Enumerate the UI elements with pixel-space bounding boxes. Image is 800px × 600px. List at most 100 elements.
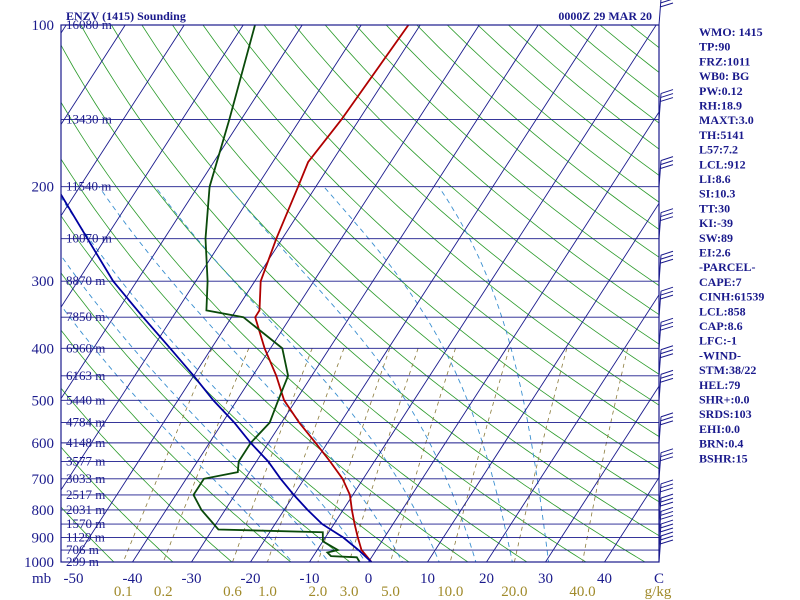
wind-barb-feather <box>660 531 674 537</box>
index-item: -PARCEL- <box>699 260 755 274</box>
wind-barb-feather <box>659 487 674 493</box>
dry-adiabat <box>61 329 292 562</box>
wind-barb-feather <box>660 506 674 512</box>
dry-adiabat <box>355 25 659 287</box>
wind-barb-feather <box>660 483 674 489</box>
temp-tick-label: -50 <box>64 571 84 587</box>
wind-barb <box>658 531 674 563</box>
wind-barb-feather <box>660 519 674 525</box>
wind-barb-feather <box>660 317 674 323</box>
mixing-ratio-label: 1.0 <box>258 584 277 600</box>
index-item: EI:2.6 <box>699 246 731 260</box>
isotherm <box>486 293 659 562</box>
dry-adiabat <box>141 25 659 503</box>
wind-barb <box>658 317 674 349</box>
mixing-ratio-label: 0.6 <box>223 584 242 600</box>
wind-barb-feather <box>660 493 674 499</box>
isotherm <box>368 111 659 562</box>
wind-barb-feather <box>660 254 674 260</box>
height-label: 3033 m <box>66 471 105 486</box>
wind-barb-feather <box>660 373 674 379</box>
index-item: LFC:-1 <box>699 334 737 348</box>
dry-adiabat <box>385 25 659 258</box>
index-item: FRZ:1011 <box>699 54 750 68</box>
dewpoint-line <box>192 25 361 562</box>
isotherm <box>73 25 421 562</box>
height-label: 7850 m <box>66 309 105 324</box>
index-item: CAPE:7 <box>699 275 742 289</box>
wind-barb-feather <box>659 325 674 331</box>
dry-adiabat <box>61 387 233 562</box>
height-label: 5440 m <box>66 392 105 407</box>
index-item: WB0: BG <box>699 69 749 83</box>
index-item: LCL:912 <box>699 157 746 171</box>
temp-tick-label: 0 <box>365 571 373 587</box>
mixing-ratio-line <box>513 348 568 562</box>
pressure-tick-label: 500 <box>32 393 55 409</box>
isotherm <box>427 202 659 562</box>
temp-tick-label: 10 <box>420 571 435 587</box>
wind-barb-feather <box>659 258 674 264</box>
wind-barb-feather <box>660 286 674 292</box>
isotherm <box>250 25 598 562</box>
mixing-ratio-label: 5.0 <box>381 584 400 600</box>
wind-barb-feather <box>660 349 674 355</box>
mb-label: mb <box>32 571 51 587</box>
height-label: 299 m <box>66 554 99 569</box>
mixing-ratio-line <box>582 348 629 562</box>
temp-tick-label: 30 <box>538 571 553 587</box>
wind-barb-feather <box>660 448 674 454</box>
chart-title: ENZV (1415) Sounding <box>66 9 186 23</box>
wind-barb <box>658 208 674 239</box>
wind-barb <box>658 493 674 525</box>
wind-barb-feather <box>660 212 674 218</box>
index-item: CAP:8.6 <box>699 319 743 333</box>
dry-adiabat <box>294 25 659 345</box>
dry-adiabat <box>61 101 528 562</box>
moist-adiabat <box>61 196 367 562</box>
isotherm <box>309 25 657 562</box>
index-item: -WIND- <box>699 348 741 362</box>
pressure-tick-label: 600 <box>32 436 55 452</box>
mixing-ratio-line <box>266 348 345 562</box>
height-label: 6960 m <box>66 340 105 355</box>
index-item: L57:7.2 <box>699 143 738 157</box>
height-label: 6163 m <box>66 368 105 383</box>
mixing-ratio-line <box>348 348 419 562</box>
isotherm <box>132 25 480 562</box>
wind-barb-feather <box>660 156 674 162</box>
temp-tick-label: -10 <box>300 571 320 587</box>
index-item: TP:90 <box>699 40 730 54</box>
wind-barb-feather <box>660 0 672 4</box>
wind-barb-feather <box>660 523 674 529</box>
dry-adiabat <box>202 25 659 437</box>
index-item: EHI:0.0 <box>699 422 740 436</box>
height-label: 11540 m <box>66 179 111 194</box>
moist-adiabat <box>227 186 477 562</box>
wind-barb-feather <box>659 514 674 520</box>
pressure-tick-label: 200 <box>32 180 55 196</box>
mixing-ratio-label: 10.0 <box>437 584 463 600</box>
wind-barb <box>658 369 674 401</box>
wind-barb-feather <box>659 420 674 426</box>
pressure-tick-label: 800 <box>32 503 55 519</box>
wind-barb-feather <box>659 353 674 359</box>
wind-barb-feather <box>659 456 674 462</box>
isotherm <box>191 25 539 562</box>
index-item: PW:0.12 <box>699 84 743 98</box>
index-item: BRN:0.4 <box>699 437 743 451</box>
wind-barb <box>658 506 674 538</box>
dry-adiabat <box>61 215 410 562</box>
dry-adiabat <box>61 446 174 562</box>
mixing-ratio-label: 0.1 <box>114 584 133 600</box>
mixing-ratio-label: 40.0 <box>569 584 595 600</box>
height-label: 1129 m <box>66 529 105 544</box>
mixing-ratio-line <box>122 348 213 562</box>
wind-barbs <box>658 0 674 563</box>
index-item: LI:8.6 <box>699 172 731 186</box>
index-item: SHR+:0.0 <box>699 393 750 407</box>
temp-tick-label: -20 <box>241 571 261 587</box>
index-item: BSHR:15 <box>699 451 748 465</box>
height-label: 1570 m <box>66 516 105 531</box>
parcel-line <box>61 192 373 562</box>
